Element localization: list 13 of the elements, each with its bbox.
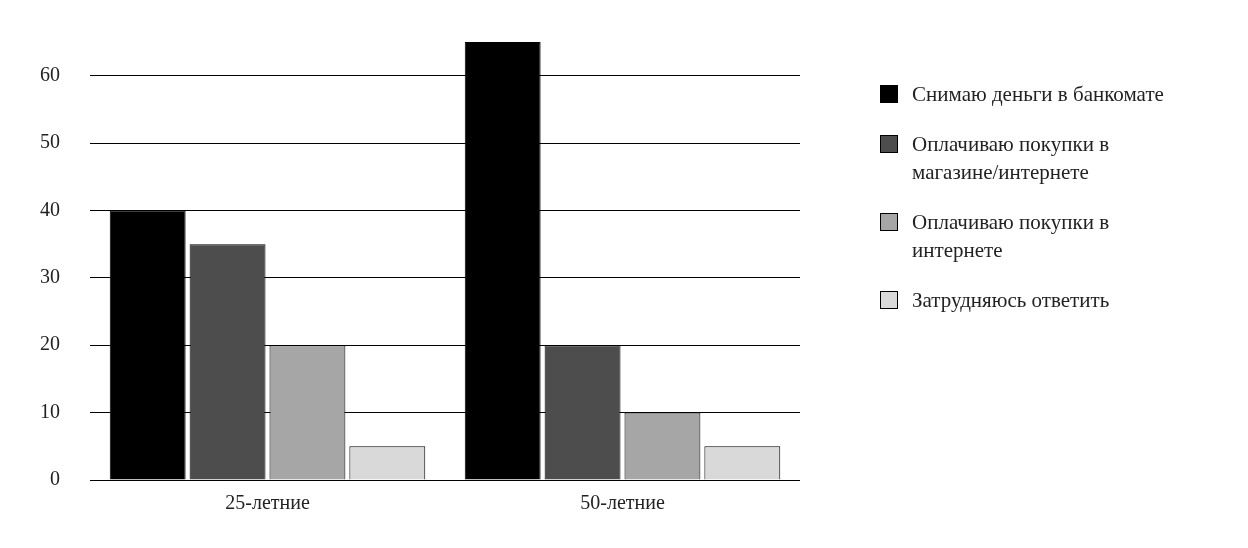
y-tick-label: 40 <box>40 197 60 220</box>
y-tick-label: 0 <box>50 467 60 490</box>
legend-label: Затрудняюсь ответить <box>912 287 1110 314</box>
legend-label: Снимаю деньги в банкомате <box>912 81 1164 108</box>
y-tick-label: 60 <box>40 62 60 85</box>
y-tick-label: 30 <box>40 265 60 288</box>
y-tick-label: 10 <box>40 399 60 422</box>
legend-label: Оплачиваю покупки в интернете <box>912 209 1111 264</box>
y-tick-label: 20 <box>40 332 60 355</box>
x-tick-label: 25-летние <box>225 491 310 514</box>
x-tick-label: 50-летние <box>580 491 665 514</box>
y-tick-label: 50 <box>40 130 60 153</box>
legend-label: Оплачиваю покупки в магазине/интернете <box>912 131 1111 186</box>
